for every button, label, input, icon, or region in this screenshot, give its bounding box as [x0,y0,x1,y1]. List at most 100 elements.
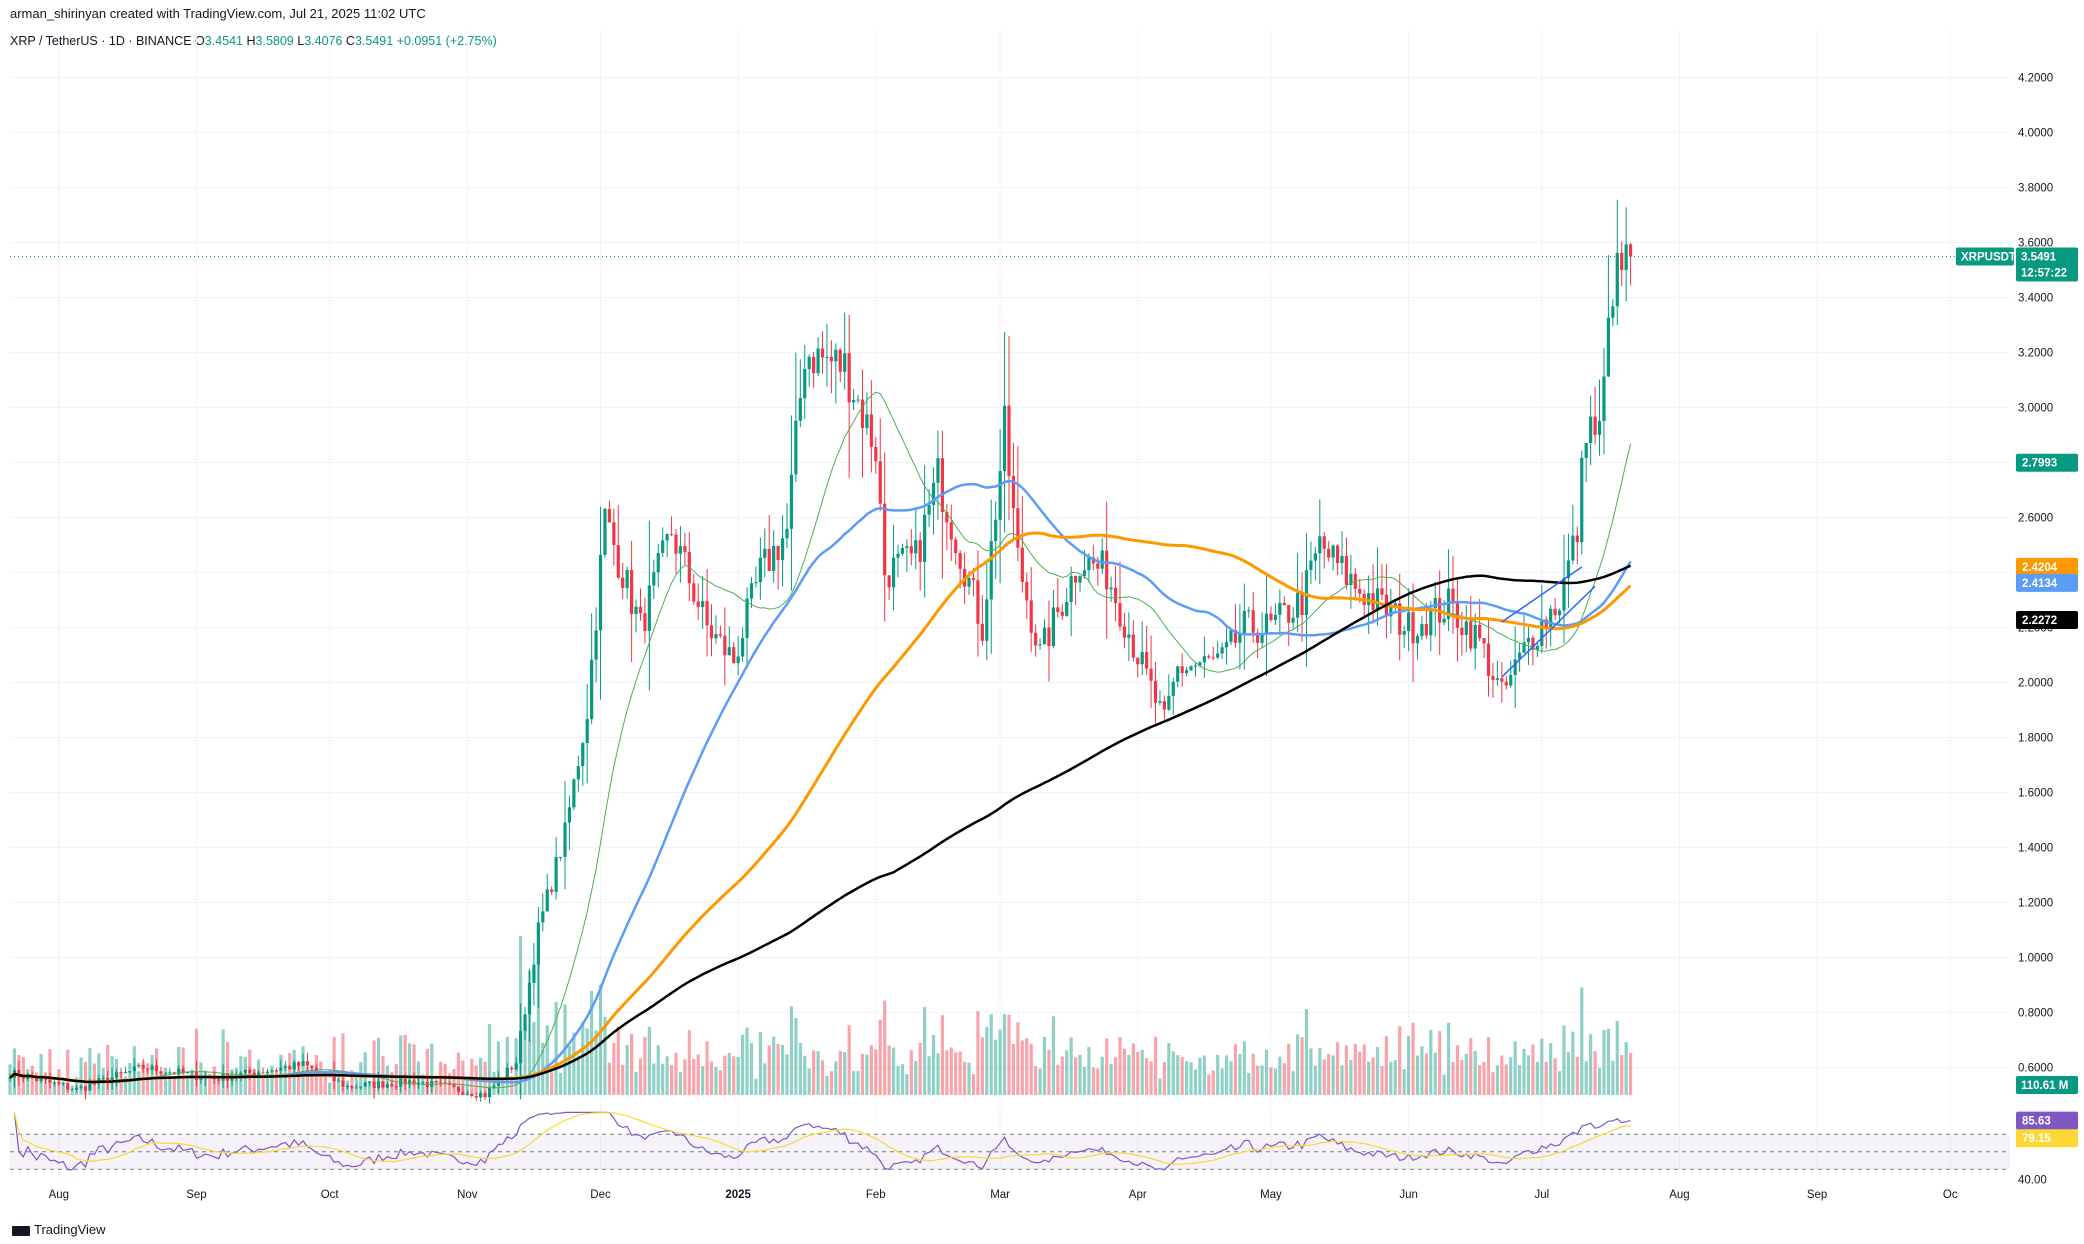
volume-bar [1380,1066,1384,1095]
indicator-tag-text: 2.2272 [2022,615,2057,627]
volume-bar [576,1055,580,1095]
volume-bar [1131,1043,1135,1095]
volume-bar [159,1072,163,1095]
volume-bar [1056,1064,1060,1095]
volume-bar [1216,1054,1220,1095]
volume-bar [749,1043,754,1095]
volume-bar [1518,1065,1522,1095]
candle-body [1571,535,1575,561]
volume-bar [350,1070,354,1095]
moving-averages [9,391,1632,1089]
candle-body [758,557,762,583]
candle-body [1313,553,1317,561]
volume-bar [1429,1029,1433,1095]
volume-bar [918,1042,922,1095]
candle-body [1029,600,1033,633]
volume-bar [541,1042,545,1095]
candle-body [803,369,807,399]
candle-body [43,1078,48,1080]
volume-bar [1415,1055,1420,1095]
price-tick-label: 3.2000 [2018,348,2053,360]
candle-body [1389,606,1393,617]
volume-bar [1393,1060,1397,1095]
candle-body [523,1014,527,1031]
volume-bar [1331,1055,1335,1095]
volume-bar [852,1071,856,1095]
symbol-name[interactable]: XRP / TetherUS · 1D · BINANCE [10,34,192,48]
candle-body [874,446,878,462]
volume-bar [163,1067,167,1095]
candle-body [1402,631,1406,635]
volume-bar [869,1045,873,1095]
candle-body [905,546,909,548]
volume-bar [1615,1020,1619,1095]
volume-bar [1464,1053,1468,1095]
volume-bar [487,1024,492,1095]
candle-body [1264,613,1269,634]
volume-bar [425,1048,429,1095]
volume-bar [1011,1043,1016,1095]
volume-bar [1407,1036,1411,1095]
volume-bar [430,1043,434,1095]
volume-bar [754,1078,758,1095]
volume-tag [2016,1076,2078,1094]
volume-bar [456,1052,461,1095]
volume-bar [341,1033,345,1095]
candle-body [1398,603,1402,635]
volume-bar [1034,1066,1038,1095]
volume-bar [665,1056,669,1095]
time-tick-label: Sep [186,1189,206,1201]
candle-body [674,534,678,554]
volume-bar [1282,1063,1286,1095]
candle-body [789,474,794,529]
candle-body [1238,634,1242,643]
time-tick-label: Aug [49,1189,69,1201]
volume-bar [701,1066,705,1095]
price-tick-label: 3.4000 [2018,293,2053,305]
time-tick-label: Nov [457,1189,478,1201]
candle-body [816,348,820,374]
volume-bar [1242,1041,1246,1095]
volume-bar [1589,1034,1593,1095]
volume-bar [1300,1036,1304,1095]
price-axis[interactable]: 4.2000 4.0000 3.8000 3.6000 3.4000 3.2000 3.00… [2018,73,2053,1187]
volume-bar [1327,1053,1331,1095]
volume-bar [567,1045,572,1095]
price-tick-label: 1.4000 [2018,843,2053,855]
volume-bar [1389,1061,1393,1095]
candle-body [767,548,771,571]
candle-body [1100,550,1104,569]
volume-bar [1149,1061,1153,1095]
rsi-panel[interactable] [10,1111,2010,1171]
trend-line-lower [1501,585,1596,678]
candlesticks[interactable] [8,199,1633,1104]
volume-bar [1038,1068,1042,1095]
trend-channel[interactable] [1501,566,1596,678]
candle-body [1051,607,1055,647]
candle-body [252,1072,256,1076]
volume-bar [1446,1022,1451,1095]
candle-body [1535,645,1539,650]
candle-body [594,630,598,660]
candle-body [1482,638,1486,644]
indicator-tag [2016,573,2078,592]
volume-bar [265,1073,270,1095]
volume-bar [1105,1038,1109,1095]
volume-bar [696,1054,700,1095]
price-tick-label: 2.6000 [2018,513,2053,525]
price-tick-label: 3.8000 [2018,183,2053,195]
moving-average-line [9,564,1632,1084]
candle-body [154,1065,159,1072]
volume-bar [1220,1068,1224,1095]
volume-bar [1264,1049,1269,1095]
candle-body [83,1086,88,1091]
volume-bar [1504,1064,1508,1095]
tradingview-logo[interactable]: TradingView [12,1222,106,1237]
volume-bar [1562,1025,1566,1095]
rsi-ma-line [13,1112,1631,1165]
volume-bar [434,1081,438,1095]
volume-bar [1074,1057,1078,1095]
tradingview-logo-text: TradingView [34,1222,106,1237]
time-axis[interactable]: Aug Sep Oct Nov Dec 2025 Feb Mar Apr May Jun Jul Aug… [49,1189,1958,1201]
